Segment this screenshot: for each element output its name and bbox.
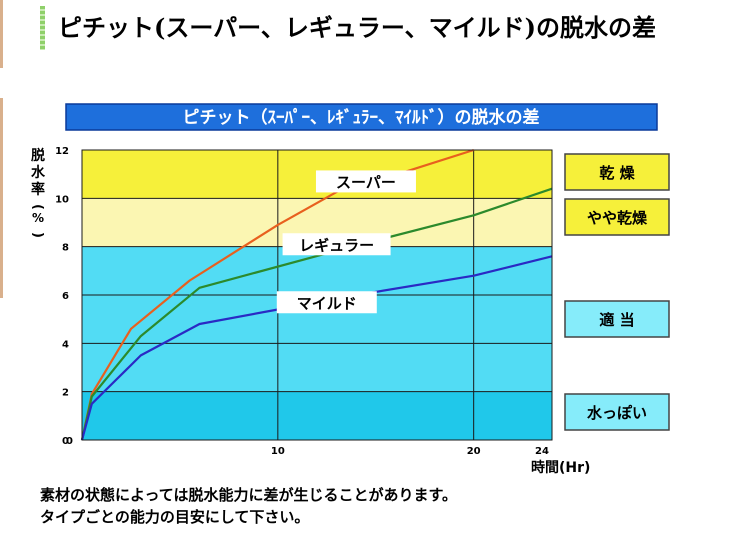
series-label-2: マイルド bbox=[297, 294, 357, 312]
chart-note-1: タイプごとの能力の目安にして下さい。 bbox=[40, 508, 309, 526]
plot-frame bbox=[81, 149, 553, 441]
y-axis-label-char: 率 bbox=[31, 181, 45, 198]
band-2 bbox=[82, 246, 552, 392]
page-title: ピチット(スーパー、レギュラー、マイルド)の脱水の差 bbox=[58, 13, 656, 42]
band-label-box-3 bbox=[564, 393, 670, 431]
header-bar-icon bbox=[40, 6, 45, 50]
x-tick-label: 0 bbox=[66, 436, 73, 447]
x-tick-label: 10 bbox=[271, 446, 285, 457]
y-tick-label: 4 bbox=[62, 339, 69, 350]
series-label-0: スーパー bbox=[336, 173, 396, 191]
series-line-1 bbox=[80, 187, 553, 441]
x-tick-label: 20 bbox=[467, 446, 481, 457]
y-tick-label: 6 bbox=[62, 291, 69, 302]
y-tick-label: 12 bbox=[55, 146, 69, 157]
y-axis-label-char: 脱 bbox=[31, 147, 45, 164]
band-label-1: やや乾燥 bbox=[587, 209, 648, 227]
band-label-3: 水っぽい bbox=[587, 404, 647, 422]
y-axis-label-char: 水 bbox=[31, 164, 46, 181]
chart-note-0: 素材の状態によっては脱水能力に差が生じることがあります。 bbox=[40, 486, 457, 504]
band-label-box-2 bbox=[564, 300, 670, 338]
series-label-1: レギュラー bbox=[299, 236, 374, 254]
y-tick-label: 0 bbox=[62, 436, 69, 447]
y-tick-label: 10 bbox=[55, 194, 69, 205]
x-tick-label: 24 bbox=[535, 446, 549, 457]
y-axis-label-char: ( bbox=[30, 204, 45, 210]
x-axis-label: 時間(Hr) bbox=[531, 459, 590, 476]
y-axis-label-char: % bbox=[32, 211, 44, 225]
y-tick-label: 8 bbox=[62, 243, 69, 254]
series-label-box-2 bbox=[276, 291, 377, 314]
page-edge-accent-top bbox=[0, 0, 3, 68]
band-label-box-0 bbox=[564, 153, 670, 191]
chart-title-banner bbox=[65, 103, 658, 131]
band-label-2: 適 当 bbox=[599, 311, 634, 329]
band-label-0: 乾 燥 bbox=[599, 164, 635, 182]
chart-title: ピチット（ｽｰﾊﾟｰ、ﾚｷﾞｭﾗｰ、ﾏｲﾙﾄﾞ）の脱水の差 bbox=[183, 107, 540, 128]
band-label-box-1 bbox=[564, 198, 670, 236]
y-tick-label: 2 bbox=[62, 388, 69, 399]
y-axis-label-char: ) bbox=[30, 232, 45, 238]
page-edge-accent-bottom bbox=[0, 98, 3, 298]
band-3 bbox=[82, 391, 552, 440]
series-label-box-0 bbox=[315, 170, 416, 193]
series-line-2 bbox=[80, 255, 553, 441]
series-label-box-1 bbox=[282, 233, 391, 256]
